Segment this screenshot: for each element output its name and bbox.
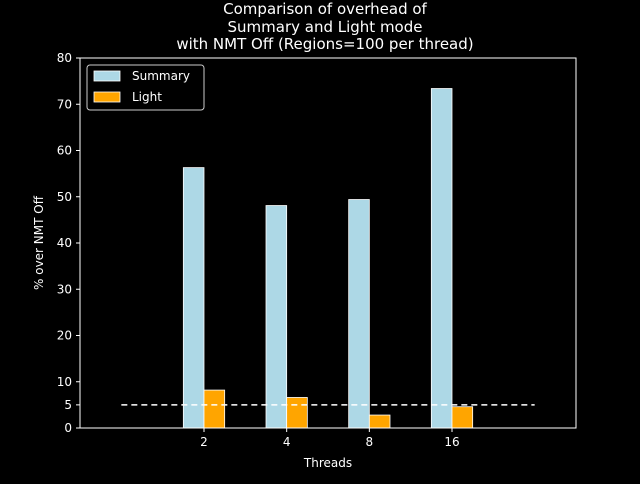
y-axis-label: % over NMT Off [32, 195, 46, 290]
bar-light-8 [368, 414, 391, 429]
x-tick-label: 8 [366, 435, 374, 449]
x-tick-label: 16 [444, 435, 459, 449]
x-axis-label: Threads [303, 456, 352, 470]
bars [182, 88, 474, 429]
legend-label-summary: Summary [132, 69, 190, 83]
bar-summary-8 [348, 199, 370, 429]
y-tick-label: 10 [57, 375, 72, 389]
plot-area: 0 5 10 20 30 40 50 60 70 80 2 4 8 16 [57, 51, 577, 449]
y-tick-label: 5 [64, 398, 72, 412]
y-tick-label: 30 [57, 282, 72, 296]
legend: Summary Light [86, 64, 205, 111]
y-tick-label: 70 [57, 97, 72, 111]
y-axis-ticks: 0 5 10 20 30 40 50 60 70 80 [57, 51, 80, 435]
bar-summary-16 [430, 88, 453, 429]
y-tick-label: 40 [57, 236, 72, 250]
bar-summary-2 [182, 167, 205, 429]
bar-light-4 [286, 397, 308, 429]
chart-title-line-1: Comparison of overhead of [223, 0, 427, 18]
legend-label-light: Light [132, 90, 162, 104]
legend-swatch-light [93, 91, 121, 103]
y-tick-label: 80 [57, 51, 72, 65]
x-tick-label: 2 [200, 435, 208, 449]
legend-swatch-summary [93, 70, 121, 82]
y-tick-label: 60 [57, 144, 72, 158]
y-tick-label: 0 [64, 421, 72, 435]
bar-light-16 [451, 406, 474, 429]
plot-frame [79, 57, 577, 429]
y-tick-label: 50 [57, 190, 72, 204]
chart-title-line-3: with NMT Off (Regions=100 per thread) [176, 35, 473, 53]
x-axis-ticks: 2 4 8 16 [200, 428, 460, 449]
bar-summary-4 [265, 205, 288, 429]
x-tick-label: 4 [283, 435, 291, 449]
y-tick-label: 20 [57, 329, 72, 343]
chart-title-line-2: Summary and Light mode [228, 18, 423, 36]
chart-title: Comparison of overhead of Summary and Li… [176, 0, 473, 53]
bar-light-2 [203, 389, 226, 429]
